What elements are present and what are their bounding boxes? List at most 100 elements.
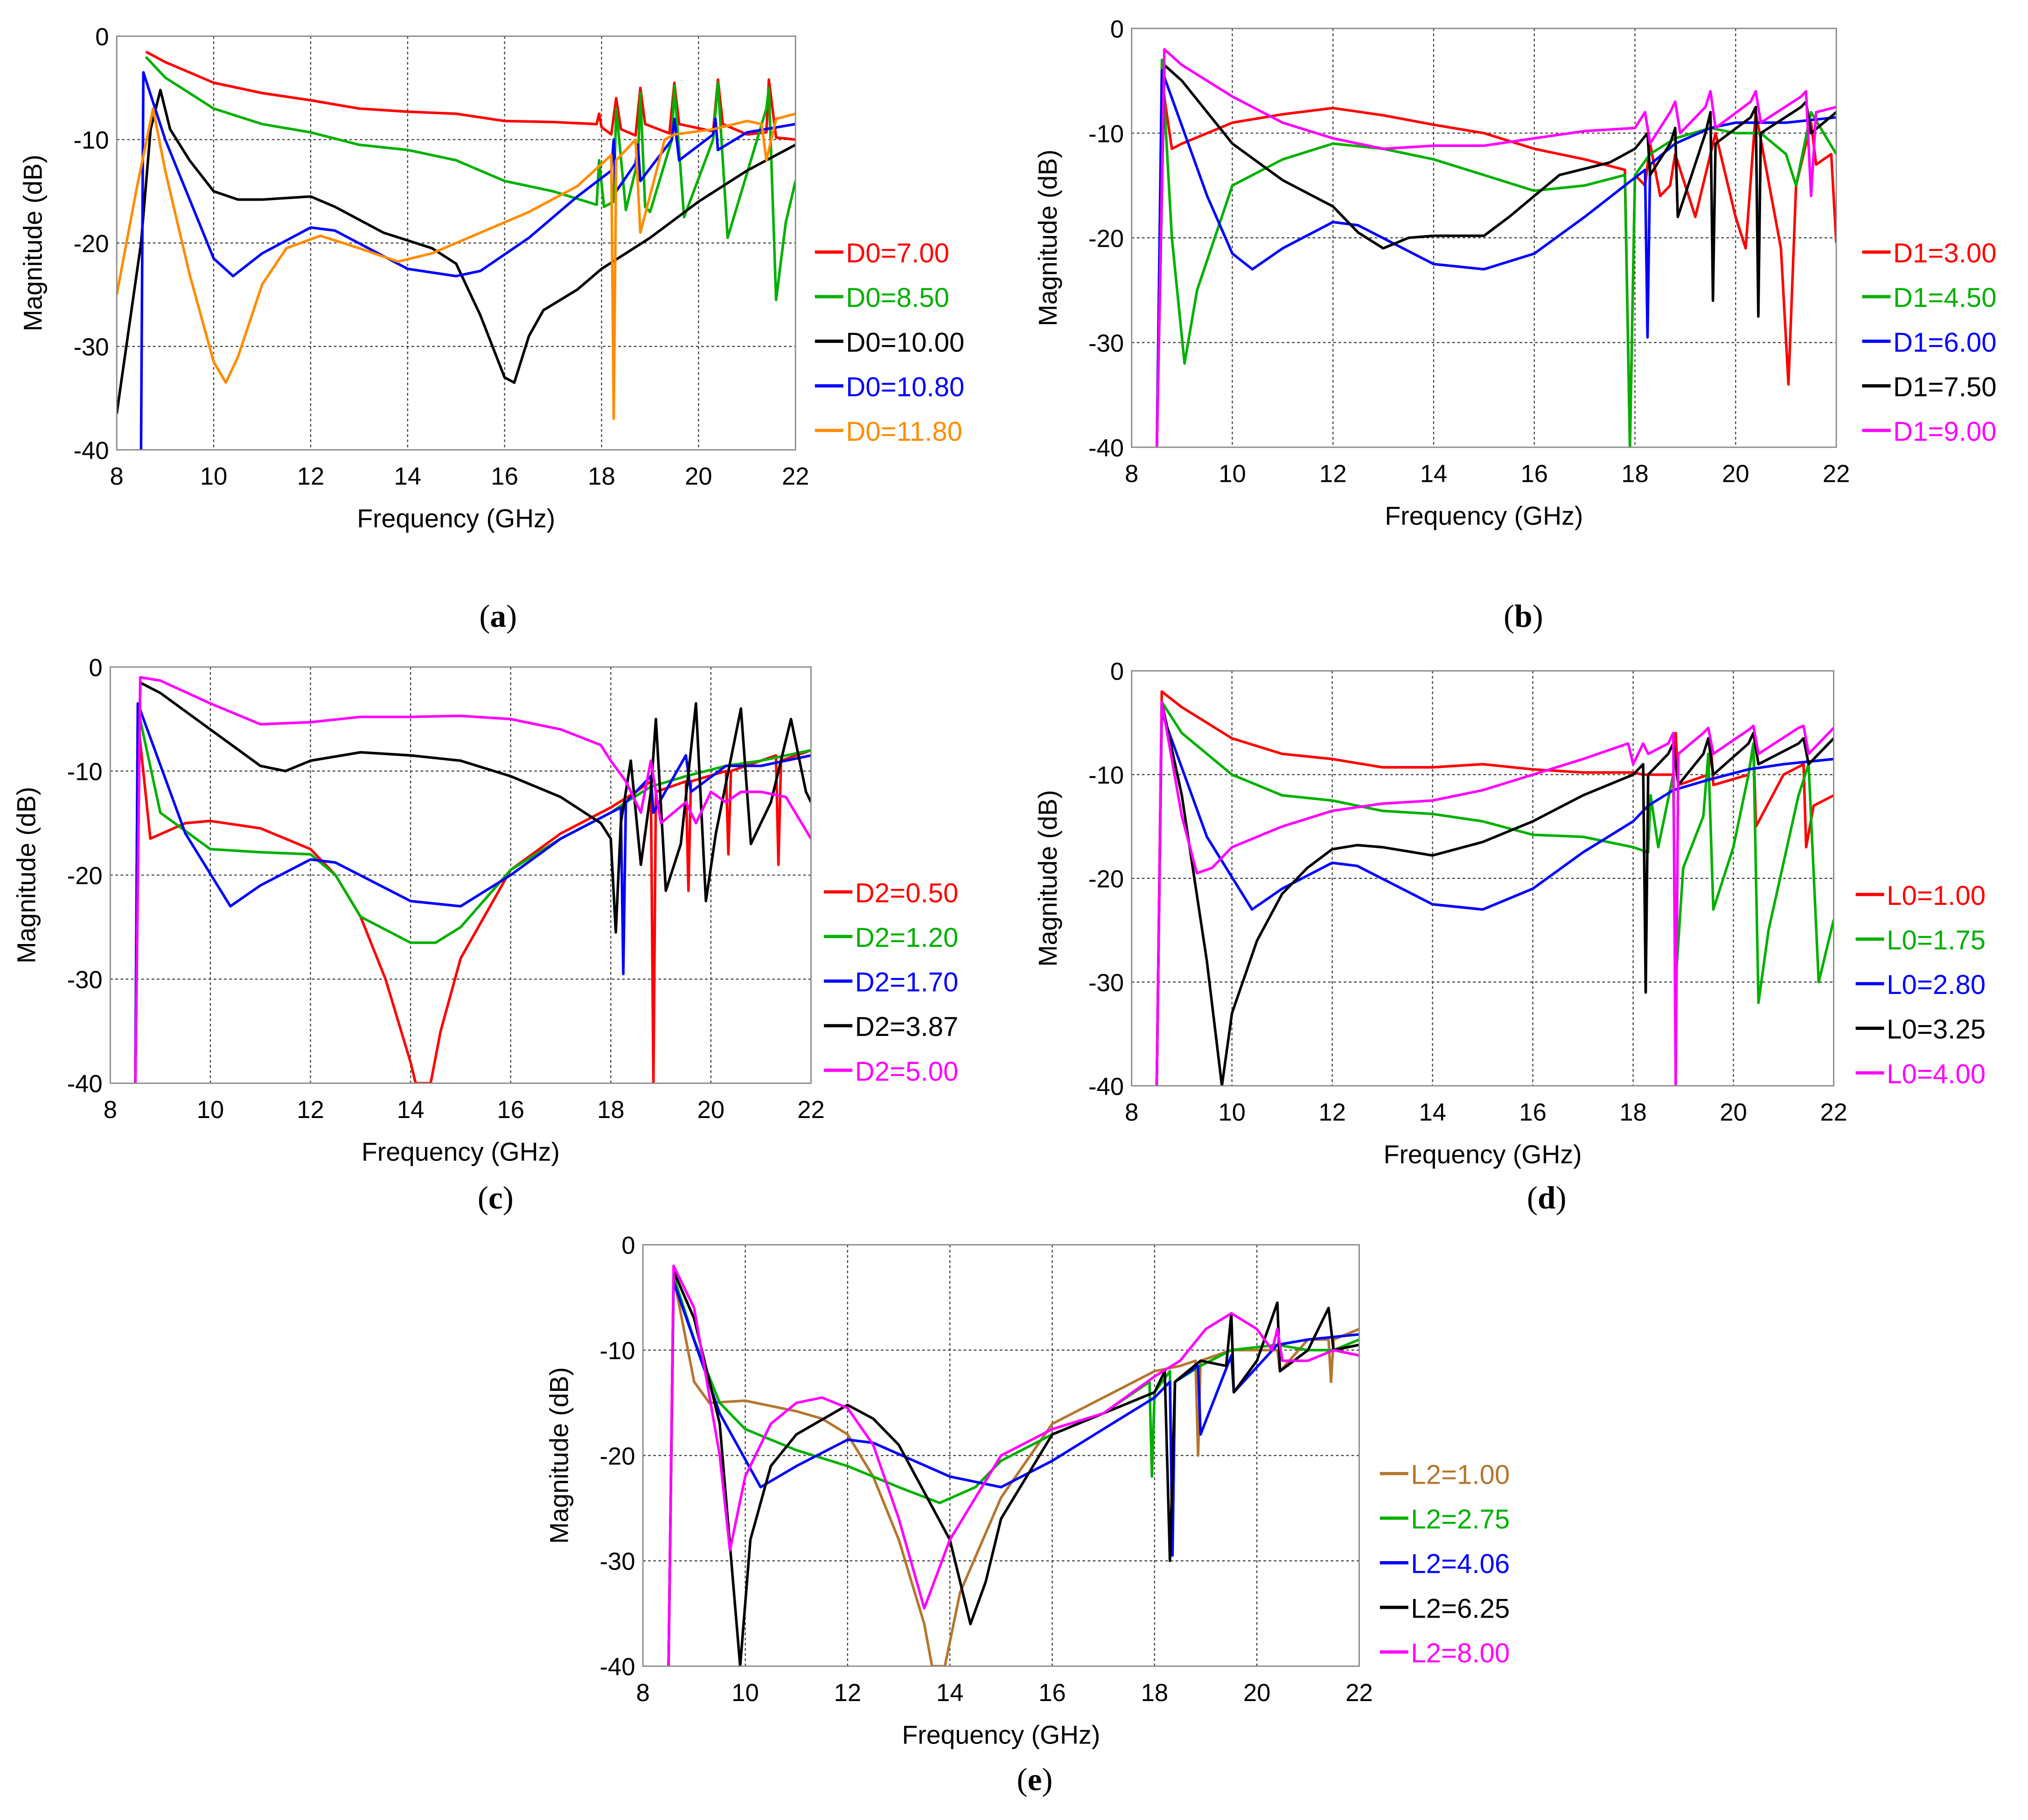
x-tick-label: 20 <box>1243 1679 1271 1707</box>
y-tick-label: -20 <box>73 230 109 257</box>
legend-label: D0=10.00 <box>846 327 964 358</box>
x-tick-label: 10 <box>1218 1099 1246 1126</box>
y-tick-label: -10 <box>599 1337 635 1365</box>
x-tick-label: 16 <box>1038 1679 1066 1707</box>
legend-label: L0=2.80 <box>1887 970 1986 1000</box>
legend-label: D2=0.50 <box>855 878 959 908</box>
x-tick-label: 12 <box>297 1096 324 1124</box>
legend-label: L2=6.25 <box>1411 1593 1510 1624</box>
series-line-D0=11.80 <box>117 107 796 420</box>
y-tick-label: -30 <box>1088 969 1124 997</box>
x-tick-label: 8 <box>1125 460 1138 488</box>
chart-panel-c: 8 10 12 14 16 18 20 22 0 -10 -20 -30 -40 Frequency (G… <box>12 654 959 1216</box>
x-tick-label: 16 <box>491 463 518 490</box>
x-tick-label: 22 <box>797 1096 825 1124</box>
x-tick-label: 18 <box>1141 1679 1168 1707</box>
y-tick-label: 0 <box>1110 658 1124 686</box>
x-tick-label: 16 <box>1520 460 1548 488</box>
legend-label: D1=3.00 <box>1893 238 1997 269</box>
y-axis-label: Magnitude (dB) <box>1033 150 1062 326</box>
series-line-L0=3.25 <box>1155 701 1834 1086</box>
series-line-D2=1.20 <box>134 707 811 1084</box>
series-line-L2=8.00 <box>667 1264 1359 1667</box>
y-axis-label: Magnitude (dB) <box>18 155 47 332</box>
x-tick-label: 14 <box>1419 1099 1446 1126</box>
y-tick-label: -40 <box>67 1070 103 1098</box>
legend-label: L2=4.06 <box>1411 1549 1510 1579</box>
y-tick-label: -20 <box>599 1443 635 1470</box>
legend-label: L2=8.00 <box>1411 1638 1510 1668</box>
x-axis-label: Frequency (GHz) <box>357 504 555 533</box>
plot-frame <box>642 1244 1360 1667</box>
legend-label: D0=10.80 <box>846 372 964 402</box>
series-line-D1=7.50 <box>1155 63 1837 447</box>
legend-label: D0=8.50 <box>846 283 949 313</box>
series-line-L2=1.00 <box>667 1275 1359 1667</box>
x-tick-label: 16 <box>1519 1099 1547 1126</box>
y-tick-label: 0 <box>1110 15 1124 43</box>
y-tick-label: -30 <box>73 333 109 361</box>
series-line-L0=2.80 <box>1155 711 1834 1086</box>
x-axis-label: Frequency (GHz) <box>362 1138 560 1167</box>
y-tick-label: -40 <box>1088 434 1124 462</box>
x-tick-label: 8 <box>1125 1099 1138 1126</box>
x-tick-label: 12 <box>834 1679 862 1707</box>
x-tick-label: 16 <box>497 1096 524 1124</box>
legend-label: D0=11.80 <box>846 417 962 447</box>
x-tick-label: 8 <box>636 1679 649 1707</box>
x-tick-label: 10 <box>732 1679 759 1707</box>
x-tick-label: 18 <box>1621 460 1649 488</box>
y-tick-label: -40 <box>599 1653 635 1681</box>
x-axis-label: Frequency (GHz) <box>1385 501 1583 530</box>
x-tick-label: 14 <box>397 1096 425 1124</box>
series-line-D2=1.70 <box>134 702 811 1084</box>
legend-label: L0=3.25 <box>1887 1014 1986 1045</box>
legend-label: L0=1.75 <box>1887 925 1986 956</box>
chart-panel-e: 8 10 12 14 16 18 20 22 0 -10 -20 -30 -40 Frequency (G… <box>544 1232 1510 1797</box>
chart-panel-b: 8 10 12 14 16 18 20 22 0 -10 -20 -30 -40 Frequency (G… <box>1033 15 1997 634</box>
legend-label: D2=3.87 <box>855 1012 959 1042</box>
y-axis-label: Magnitude (dB) <box>12 787 41 964</box>
legend-label: L2=2.75 <box>1411 1504 1510 1535</box>
legend-label: D2=5.00 <box>855 1056 959 1087</box>
legend-label: L0=1.00 <box>1887 881 1986 911</box>
plot-frame <box>1131 28 1837 448</box>
series-line-D0=10.00 <box>117 89 796 414</box>
plot-frame <box>109 666 812 1084</box>
chart-panel-a: 8 10 12 14 16 18 20 22 0 -10 -20 -30 -40 Frequency (G… <box>18 23 964 634</box>
x-tick-label: 10 <box>1219 460 1246 488</box>
x-tick-label: 12 <box>297 463 325 490</box>
x-tick-label: 14 <box>936 1679 964 1707</box>
y-tick-label: -10 <box>1088 762 1124 789</box>
y-axis-label: Magnitude (dB) <box>544 1367 573 1544</box>
y-tick-label: -40 <box>1088 1073 1124 1100</box>
series-line-D1=9.00 <box>1155 48 1837 447</box>
series-line-L0=1.00 <box>1155 690 1834 1086</box>
legend-label: D0=7.00 <box>846 238 949 269</box>
x-tick-label: 22 <box>1823 460 1850 488</box>
y-tick-label: -20 <box>1088 225 1124 252</box>
x-tick-label: 12 <box>1318 1099 1346 1126</box>
chart-panel-d: 8 10 12 14 16 18 20 22 0 -10 -20 -30 -40 Frequency (G… <box>1033 658 1986 1216</box>
y-tick-label: -20 <box>67 862 103 890</box>
x-tick-label: 20 <box>1722 460 1749 488</box>
panel-label: (e) <box>1017 1761 1052 1797</box>
y-tick-label: -30 <box>1088 330 1124 357</box>
legend-label: D1=7.50 <box>1893 372 1997 402</box>
legend-label: D1=4.50 <box>1893 283 1997 313</box>
legend-label: D1=6.00 <box>1893 327 1997 358</box>
series-line-L0=4.00 <box>1155 701 1834 1086</box>
panel-label: (c) <box>478 1180 514 1216</box>
y-tick-label: -10 <box>67 758 103 785</box>
panel-label: (d) <box>1527 1180 1567 1216</box>
series-line-D0=8.50 <box>145 56 796 301</box>
y-tick-label: -30 <box>599 1548 635 1576</box>
x-tick-label: 8 <box>104 1096 117 1124</box>
series-group <box>1155 48 1837 447</box>
x-tick-label: 14 <box>1420 460 1448 488</box>
x-tick-label: 12 <box>1319 460 1347 488</box>
x-tick-label: 8 <box>110 463 124 490</box>
series-line-L0=1.75 <box>1155 701 1834 1086</box>
x-tick-label: 18 <box>588 463 615 490</box>
x-tick-label: 18 <box>597 1096 625 1124</box>
